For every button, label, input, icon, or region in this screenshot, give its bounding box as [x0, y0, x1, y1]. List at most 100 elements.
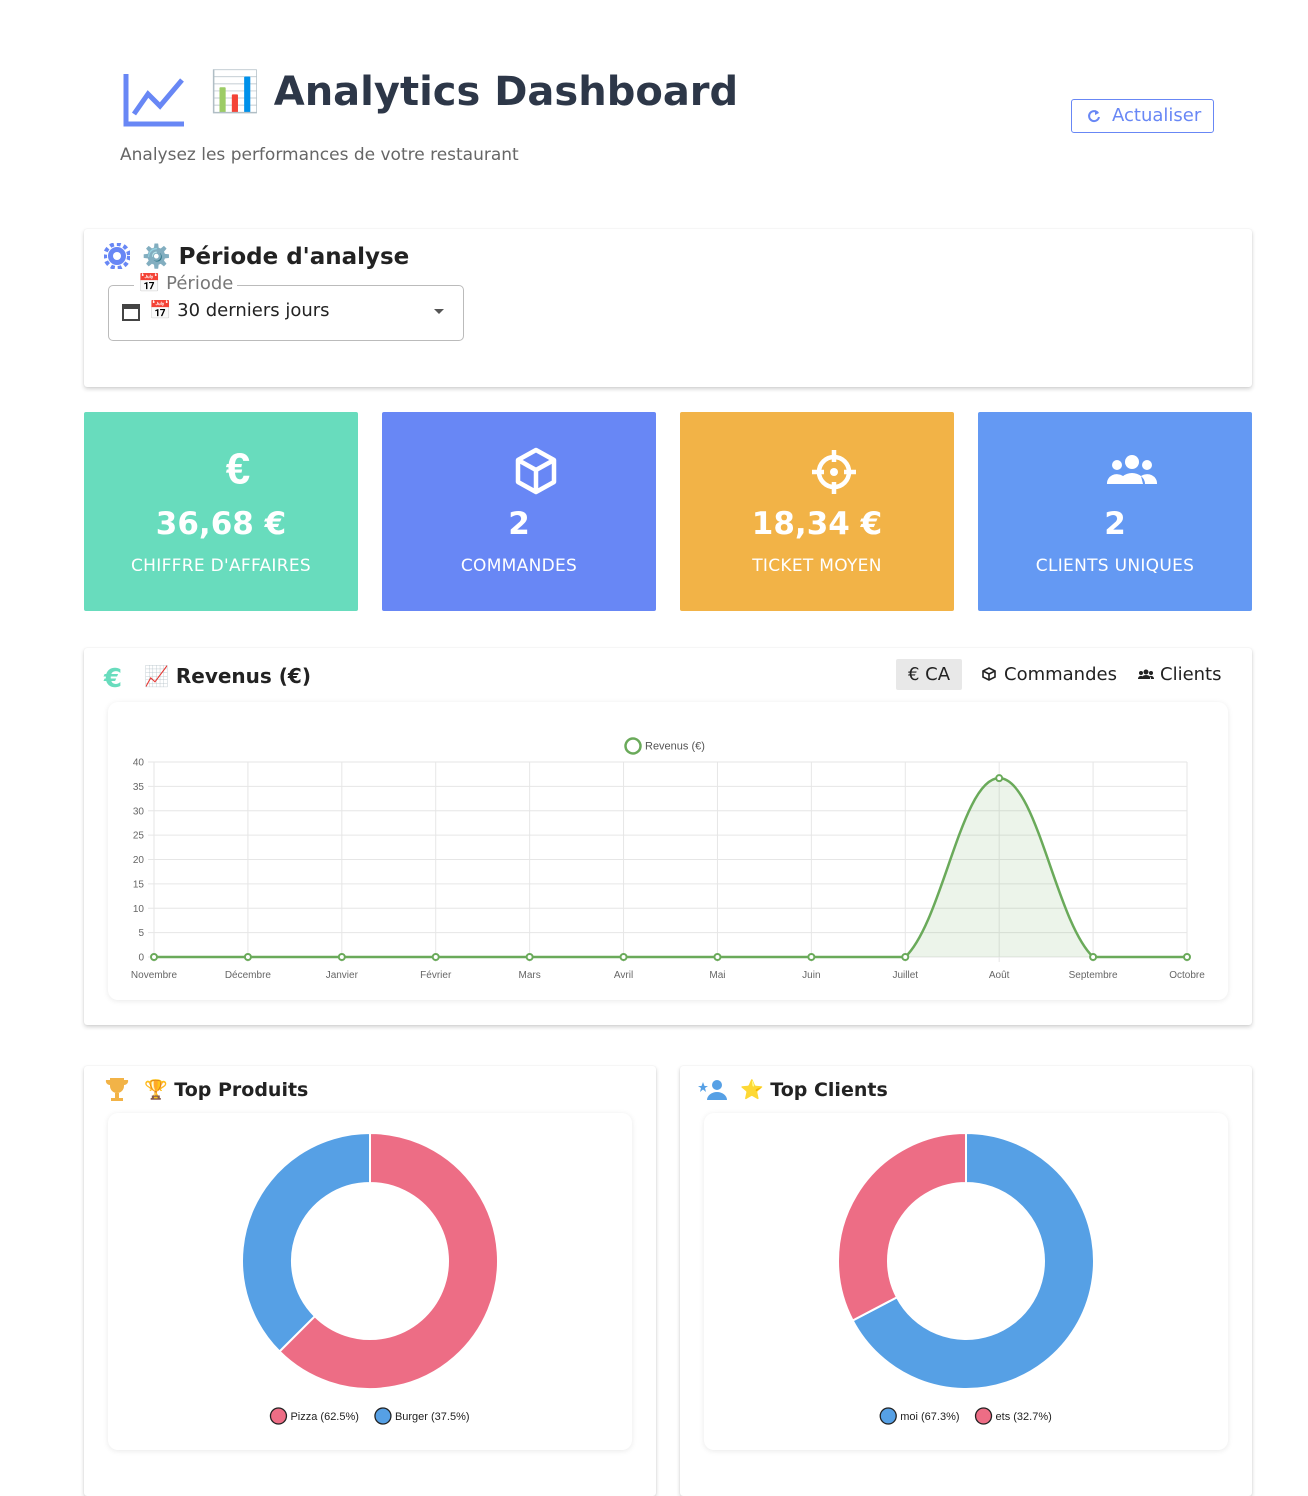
chart-tab[interactable]: Commandes	[970, 659, 1129, 690]
legend-label: moi (67.3%)	[900, 1411, 959, 1423]
point	[243, 953, 252, 961]
legend-label: Burger (37.5%)	[395, 1411, 470, 1423]
x-tick-label: Juin	[802, 970, 820, 981]
period-card: ⚙️ Période d'analyse 📅 30 derniers jours…	[84, 229, 1252, 387]
settings-icon	[104, 243, 130, 269]
tab-icon	[982, 667, 996, 681]
x-tick-label: Mars	[519, 970, 541, 981]
dropdown-arrow	[434, 309, 444, 314]
tab-label: Commandes	[1004, 664, 1117, 685]
y-tick-label: 10	[133, 904, 145, 915]
tab-icon	[1137, 669, 1155, 679]
y-tick-label: 20	[133, 855, 145, 866]
legend-label: ets (32.7%)	[996, 1411, 1052, 1423]
products-card: 🏆 Top Produits Pizza (62.5%) Burger (37.5…	[84, 1066, 656, 1496]
clients-card: ⭐ Top Clients moi (67.3%) ets (32.7%)	[680, 1066, 1252, 1496]
point	[1089, 953, 1098, 961]
legend-swatch	[269, 1407, 288, 1425]
kpi-card: €36,68 € CHIFFRE D'AFFAIRES	[84, 412, 358, 611]
chart-tab[interactable]: € CA	[896, 659, 963, 690]
y-tick-label: 0	[138, 953, 144, 964]
kpi-icon	[1106, 455, 1158, 484]
period-label: 📅 Période	[134, 273, 238, 294]
point	[1183, 953, 1191, 961]
donut-segment	[837, 1131, 967, 1322]
revenue-card: € 📈 Revenus (€) Novembre Décembre Janvier F…	[84, 648, 1252, 1025]
products-title: 🏆 Top Produits	[144, 1079, 309, 1101]
y-tick-label: 40	[133, 758, 145, 769]
legend-swatch	[374, 1407, 392, 1425]
tab-label: Clients	[1160, 664, 1222, 685]
products-donut: Pizza (62.5%) Burger (37.5%)	[241, 1131, 499, 1425]
x-tick-label: Août	[989, 970, 1010, 981]
kpi-label: CHIFFRE D'AFFAIRES	[131, 556, 311, 576]
donut-segment	[851, 1131, 1095, 1390]
kpi-value: 2	[1104, 506, 1126, 542]
kpi-value: 2	[508, 506, 530, 542]
area	[154, 778, 1187, 957]
x-tick-label: Octobre	[1169, 970, 1205, 981]
y-tick-label: 25	[133, 831, 145, 842]
kpi-label: TICKET MOYEN	[752, 556, 882, 576]
donut-segment	[241, 1131, 371, 1353]
euro-icon: €	[104, 664, 123, 694]
point	[337, 953, 346, 961]
line-chart: Novembre Décembre Janvier Février Mars Avril M…	[131, 737, 1205, 981]
trophy-icon	[105, 1078, 129, 1101]
y-tick-label: 15	[133, 879, 145, 890]
kpi-card: 2 COMMANDES	[382, 412, 656, 611]
period-value: 📅 30 derniers jours	[149, 300, 330, 321]
kpi-label: COMMANDES	[460, 556, 578, 576]
header-icon	[123, 74, 184, 127]
x-tick-label: Juillet	[892, 970, 918, 981]
kpi-icon: €	[226, 445, 250, 494]
clients-title: ⭐ Top Clients	[740, 1079, 888, 1101]
clients-icon	[698, 1080, 727, 1100]
refresh-button[interactable]: Actualiser	[1071, 99, 1214, 133]
x-tick-label: Avril	[614, 970, 633, 981]
x-tick-label: Mai	[709, 970, 725, 981]
legend-swatch	[879, 1407, 897, 1425]
y-tick-label: 5	[138, 928, 144, 939]
period-select[interactable]: 📅 30 derniers jours	[108, 285, 464, 341]
legend-swatch	[974, 1407, 993, 1425]
kpi-label: CLIENTS UNIQUES	[1035, 556, 1195, 576]
calendar-icon	[122, 304, 140, 321]
y-tick-label: 30	[133, 806, 145, 817]
x-tick-label: Septembre	[1069, 970, 1118, 981]
kpi-value: 18,34 €	[751, 506, 883, 542]
clients-donut: moi (67.3%) ets (32.7%)	[837, 1131, 1095, 1425]
kpi-icon	[515, 447, 557, 495]
y-tick-label: 35	[133, 782, 145, 793]
point	[807, 953, 816, 961]
line-chart-box: Novembre Décembre Janvier Février Mars Avril M…	[108, 702, 1228, 1000]
tab-label: € CA	[908, 664, 951, 685]
revenue-title: 📈 Revenus (€)	[144, 664, 311, 688]
legend-label: Pizza (62.5%)	[290, 1411, 358, 1423]
x-tick-label: Février	[420, 970, 452, 981]
kpi-value: 36,68 €	[155, 506, 287, 542]
legend-swatch	[624, 737, 642, 755]
period-title: ⚙️ Période d'analyse	[142, 244, 410, 270]
refresh-icon	[1088, 110, 1100, 123]
refresh-label: Actualiser	[1112, 105, 1202, 126]
chart-tab[interactable]: Clients	[1126, 659, 1234, 690]
kpi-icon	[812, 450, 856, 494]
page-title: 📊 Analytics Dashboard	[210, 69, 739, 115]
kpi-card: 18,34 € TICKET MOYEN	[680, 412, 954, 611]
point	[713, 953, 722, 961]
point	[525, 953, 534, 961]
point	[619, 953, 628, 961]
kpi-card: 2 CLIENTS UNIQUES	[978, 412, 1252, 611]
x-tick-label: Novembre	[131, 970, 178, 981]
clients-chart-box: moi (67.3%) ets (32.7%)	[704, 1113, 1228, 1450]
x-tick-label: Décembre	[225, 970, 272, 981]
x-tick-label: Janvier	[326, 970, 359, 981]
point	[431, 953, 440, 961]
donut-segment	[278, 1131, 499, 1390]
point	[995, 774, 1004, 783]
point	[150, 953, 158, 961]
products-chart-box: Pizza (62.5%) Burger (37.5%)	[108, 1113, 632, 1450]
